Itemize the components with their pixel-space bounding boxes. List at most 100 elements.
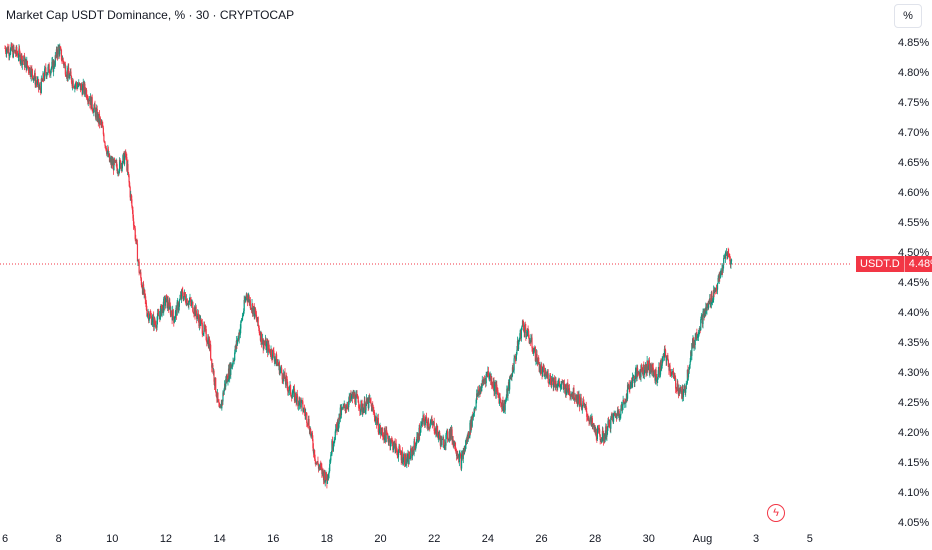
- candle-body: [173, 316, 175, 323]
- candle-body: [595, 428, 597, 438]
- candle-body: [31, 69, 33, 76]
- candle-body: [244, 298, 246, 303]
- candle-body: [542, 368, 544, 377]
- candle-body: [148, 318, 150, 321]
- candle-body: [524, 325, 526, 333]
- candle-body: [675, 377, 677, 389]
- candle-body: [263, 343, 265, 349]
- candle-body: [174, 318, 176, 321]
- candle-body: [487, 371, 490, 376]
- candle-body: [559, 385, 562, 388]
- candle-body: [580, 397, 582, 406]
- candle-body: [652, 364, 654, 368]
- candle-body: [340, 408, 343, 416]
- candle-body: [61, 59, 63, 61]
- candle-body: [490, 373, 492, 381]
- candle-body: [531, 337, 533, 349]
- candle-body: [520, 329, 522, 339]
- candle-body: [142, 284, 145, 294]
- candle-body: [491, 377, 493, 386]
- candle-body: [274, 359, 277, 361]
- candle-body: [626, 384, 629, 399]
- candle-body: [547, 373, 549, 383]
- candle-body: [292, 393, 294, 395]
- candle-body: [610, 417, 612, 429]
- candle-body: [144, 293, 146, 300]
- candle-body: [338, 413, 340, 425]
- candle-body: [397, 451, 400, 458]
- candle-body: [231, 364, 233, 368]
- candle-body: [719, 274, 721, 279]
- x-tick-label: Aug: [693, 533, 713, 545]
- candle-body: [417, 441, 420, 442]
- candle-body: [459, 454, 462, 457]
- candle-body: [326, 474, 329, 484]
- candle-body: [700, 319, 702, 330]
- candle-body: [183, 296, 185, 301]
- candle-body: [172, 309, 174, 317]
- candle-body: [524, 325, 526, 329]
- candle-body: [534, 347, 536, 362]
- candle-body: [115, 160, 117, 163]
- candle-body: [95, 110, 97, 118]
- candle-body: [252, 307, 254, 315]
- candle-body: [137, 260, 140, 262]
- candle-body: [305, 413, 307, 416]
- candle-body: [170, 310, 173, 315]
- candle-body: [415, 445, 417, 450]
- candle-body: [451, 429, 453, 442]
- candle-body: [591, 418, 593, 425]
- candle-body: [150, 315, 153, 325]
- candle-body: [246, 293, 248, 299]
- candle-body: [197, 313, 199, 319]
- candle-body: [116, 167, 118, 174]
- candle-body: [310, 429, 312, 436]
- candle-body: [334, 439, 336, 442]
- candle-body: [476, 393, 478, 400]
- candle-body: [644, 367, 646, 374]
- x-tick-label: 20: [374, 533, 386, 545]
- candle-body: [578, 395, 581, 407]
- candle-body: [102, 127, 104, 135]
- candle-body: [154, 318, 156, 324]
- lightning-icon[interactable]: ϟ: [767, 504, 785, 522]
- candle-body: [74, 84, 77, 86]
- candle-body: [212, 365, 214, 373]
- candle-body: [41, 78, 43, 81]
- candle-body: [218, 402, 220, 407]
- candle-body: [657, 377, 659, 380]
- candle-body: [161, 308, 163, 316]
- candle-body: [288, 386, 291, 391]
- candle-body: [402, 456, 405, 463]
- candle-body: [262, 338, 264, 349]
- percent-scale-button[interactable]: %: [894, 4, 922, 28]
- candle-body: [118, 159, 121, 172]
- last-price-value: 4.48%: [904, 256, 932, 272]
- candle-body: [53, 61, 55, 72]
- candle-body: [278, 362, 281, 374]
- candle-body: [119, 159, 121, 161]
- candle-body: [155, 327, 158, 329]
- candle-body: [373, 411, 376, 418]
- candle-body: [17, 54, 19, 58]
- candle-body: [463, 446, 465, 455]
- candle-body: [710, 304, 712, 306]
- candle-body: [656, 379, 658, 382]
- candle-body: [292, 388, 294, 394]
- candle-body: [368, 396, 370, 408]
- candle-body: [282, 373, 284, 382]
- candle-body: [634, 371, 636, 379]
- y-tick-label: 4.30%: [898, 367, 929, 379]
- candle-body: [181, 289, 183, 299]
- candle-body: [136, 239, 138, 244]
- candle-body: [196, 316, 198, 319]
- candle-body: [569, 395, 571, 396]
- candle-body: [131, 199, 133, 207]
- candle-body: [164, 302, 166, 306]
- candle-body: [481, 386, 483, 392]
- candle-body: [156, 320, 158, 328]
- candle-body: [8, 55, 11, 56]
- candle-body: [50, 69, 52, 75]
- candle-body: [49, 72, 51, 74]
